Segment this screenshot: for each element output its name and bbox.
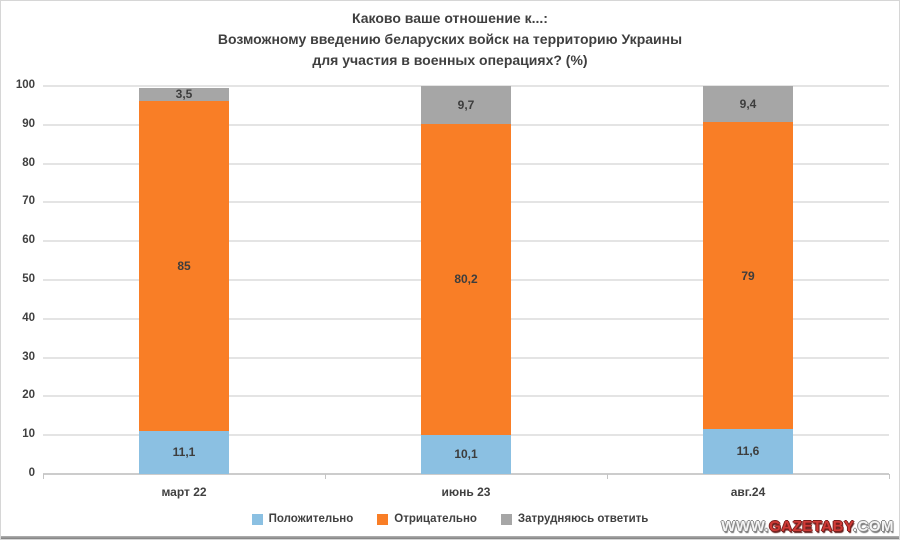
legend-item: Положительно [251,513,354,525]
chart-title: Каково ваше отношение к...: Возможному в… [1,8,899,71]
bar-value-label: 3,5 [175,87,193,102]
x-axis-label: авг.24 [730,485,766,499]
legend-label: Отрицательно [394,513,477,525]
legend: Положительно Отрицательно Затрудняюсь отве… [1,513,899,525]
bar-segment [139,101,229,431]
bar-value-label: 85 [177,259,191,274]
watermark-brand: GAZETABY [769,518,853,535]
legend-label: Затрудняюсь ответить [517,513,649,525]
watermark: WWW.GAZETABY.COM [721,518,894,535]
y-axis-label: 20 [22,389,35,402]
watermark-prefix: WWW. [721,518,770,535]
x-axis-label: июнь 23 [441,485,491,499]
bar-value-label: 11,6 [736,444,760,459]
bar-segment [421,86,511,124]
legend-swatch-icon [251,513,263,525]
category-tick [607,474,608,479]
y-axis-label: 0 [28,467,35,479]
category-tick [889,474,890,479]
legend-swatch-icon [377,513,389,525]
bar-segment [703,86,793,123]
y-axis-label: 60 [22,234,35,247]
x-axis-line [43,473,889,475]
y-axis-label: 40 [22,311,35,324]
bar-value-label: 80,2 [454,272,478,287]
watermark-suffix: .COM [852,518,894,535]
legend-label: Положительно [268,513,354,525]
chart-title-line-1: Каково ваше отношение к...: [352,10,548,26]
chart-title-line-3: для участия в военных операциях? (%) [312,52,588,68]
bar-segment [703,428,793,474]
x-axis-label: март 22 [161,485,207,499]
category-tick [325,474,326,479]
legend-item: Затрудняюсь ответить [500,513,649,525]
y-axis-label: 100 [15,79,35,91]
y-axis-label: 80 [22,156,35,169]
bar-value-label: 79 [741,268,755,283]
bar-value-label: 11,1 [172,445,196,460]
bar-segment [421,123,511,435]
bar-segment [139,430,229,474]
bar-segment [703,122,793,429]
bar-value-label: 10,1 [454,447,478,462]
bar-value-label: 9,7 [457,97,475,112]
y-axis-label: 30 [22,350,35,363]
bar-segment [421,434,511,474]
category-tick [43,474,44,479]
bottom-border-strip [1,536,899,539]
y-axis-label: 90 [22,117,35,130]
y-axis-label: 70 [22,195,35,208]
chart-title-line-2: Возможному введению беларуских войск на … [217,31,683,47]
y-axis-label: 50 [22,273,35,285]
bar-segment [139,87,229,102]
legend-item: Отрицательно [377,513,477,525]
bar-value-label: 9,4 [739,97,757,112]
legend-swatch-icon [500,513,512,525]
y-axis-label: 10 [22,428,35,441]
